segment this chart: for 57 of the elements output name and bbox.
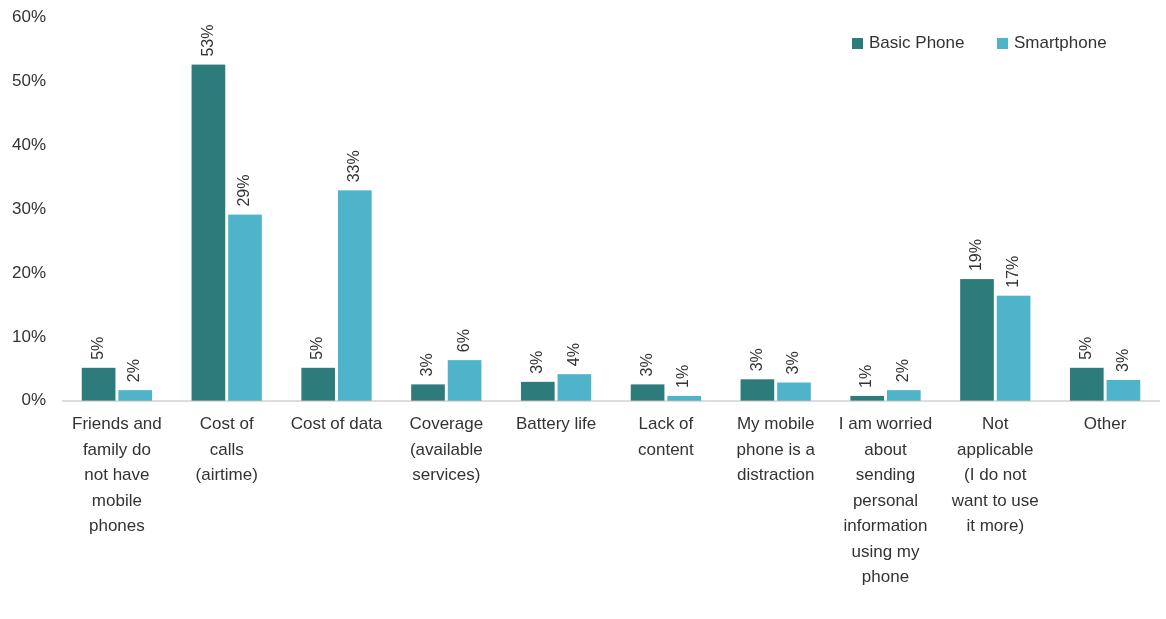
- data-label: 4%: [564, 343, 582, 367]
- bar: [557, 374, 592, 401]
- data-label: 2%: [894, 359, 912, 383]
- bar: [630, 384, 665, 401]
- data-label: 53%: [198, 24, 216, 57]
- bar: [81, 367, 116, 401]
- data-label: 5%: [88, 336, 106, 360]
- x-tick-label: Coverage (available services): [409, 414, 484, 484]
- bar: [1069, 367, 1104, 401]
- bar: [411, 384, 445, 401]
- data-label: 33%: [345, 150, 363, 183]
- data-label: 1%: [857, 364, 875, 388]
- x-tick-label: Other: [1083, 414, 1127, 433]
- data-label: 1%: [674, 364, 692, 388]
- bar: [740, 379, 775, 401]
- data-label: 5%: [1077, 336, 1095, 360]
- data-label: 17%: [1003, 255, 1021, 288]
- data-label: 3%: [1113, 348, 1131, 372]
- x-tick-label: Not applicable (I do not want to use it more): [950, 414, 1039, 535]
- data-label: 3%: [528, 350, 546, 374]
- legend-label: Basic Phone: [869, 33, 965, 53]
- x-tick-label: My mobile phone is a distraction: [736, 414, 816, 484]
- bar: [228, 214, 262, 401]
- y-tick-label: 10%: [11, 326, 46, 346]
- y-tick-label: 0%: [21, 390, 46, 410]
- data-label: 19%: [967, 239, 985, 272]
- data-label: 5%: [308, 336, 326, 360]
- bar: [886, 390, 921, 401]
- y-tick-label: 50%: [11, 71, 46, 91]
- bar: [118, 390, 153, 401]
- data-label: 3%: [418, 353, 436, 377]
- bar: [520, 381, 555, 401]
- data-label: 3%: [637, 353, 655, 377]
- legend-label: Smartphone: [1014, 33, 1107, 53]
- y-tick-label: 60%: [11, 7, 46, 27]
- bar: [337, 190, 372, 401]
- bar: [777, 382, 811, 401]
- y-tick-label: 40%: [11, 135, 46, 155]
- data-label: 6%: [454, 329, 472, 353]
- bar: [996, 295, 1031, 401]
- data-label: 29%: [235, 174, 253, 207]
- bar: [960, 279, 994, 401]
- bar: [191, 64, 226, 401]
- x-tick-label: Cost of data: [290, 414, 383, 433]
- bar: [1106, 379, 1141, 401]
- y-tick-label: 20%: [11, 262, 46, 282]
- y-tick-label: 30%: [11, 198, 46, 218]
- bar: [447, 360, 482, 401]
- x-tick-label: I am worried about sending personal information using my phone: [838, 414, 933, 586]
- data-label: 2%: [125, 359, 143, 383]
- x-tick-label: Lack of content: [638, 414, 695, 459]
- data-label: 3%: [747, 348, 765, 372]
- x-tick-label: Friends and family do not have mobile phones: [72, 414, 162, 535]
- x-tick-label: Cost of calls (airtime): [195, 414, 258, 484]
- data-label: 3%: [784, 351, 802, 375]
- bar: [301, 367, 336, 401]
- x-tick-label: Battery life: [515, 414, 597, 433]
